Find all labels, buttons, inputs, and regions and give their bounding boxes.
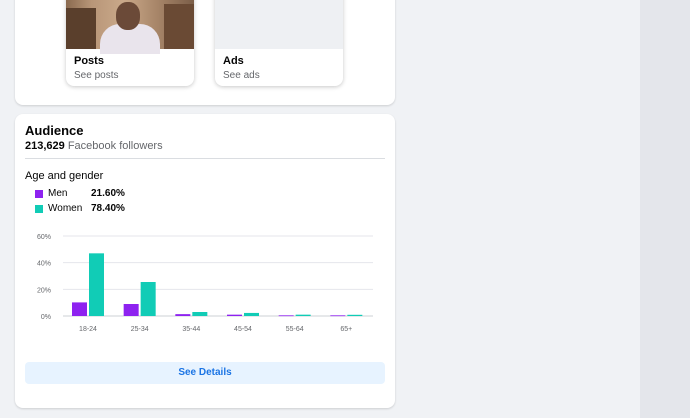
window-background-strip (640, 0, 690, 418)
x-tick-label: 35-44 (182, 326, 200, 333)
bar-men-65+[interactable] (330, 315, 346, 317)
bar-women-25-34[interactable] (140, 282, 156, 316)
bar-men-25-34[interactable] (123, 304, 139, 316)
followers-count: 213,629 (25, 140, 65, 152)
x-tick-label: 45-54 (234, 326, 252, 333)
y-tick-label: 40% (37, 261, 51, 268)
ads-tile-title: Ads (223, 55, 244, 67)
content-types-card: Posts See posts Ads See ads (15, 0, 395, 105)
x-tick-label: 18-24 (79, 326, 97, 333)
bar-women-35-44[interactable] (192, 312, 208, 316)
legend-women-percent: 78.40% (91, 203, 125, 214)
age-gender-title: Age and gender (25, 170, 104, 182)
audience-title: Audience (25, 123, 84, 138)
y-tick-label: 60% (37, 234, 51, 241)
y-tick-label: 20% (37, 287, 51, 294)
bar-women-65+[interactable] (347, 314, 363, 316)
legend-women-swatch (35, 205, 43, 213)
followers-summary: 213,629 Facebook followers (25, 140, 163, 152)
bar-men-55-64[interactable] (278, 315, 294, 317)
bar-men-35-44[interactable] (175, 314, 191, 316)
x-tick-label: 65+ (340, 326, 352, 333)
divider (25, 158, 385, 159)
legend-men-swatch (35, 190, 43, 198)
ads-tile[interactable]: Ads See ads (215, 0, 343, 86)
legend-men-percent: 21.60% (91, 188, 125, 199)
bar-men-18-24[interactable] (72, 302, 87, 316)
see-details-button[interactable]: See Details (25, 362, 385, 384)
age-gender-chart: 0% 20% 40% 60% 18-24 25-34 35-44 45-54 55-64 65+ (37, 234, 373, 333)
legend-women-label: Women (48, 203, 83, 214)
y-tick-label: 0% (41, 314, 51, 321)
ads-thumbnail (215, 0, 343, 49)
x-tick-label: 55-64 (286, 326, 304, 333)
bar-men-45-54[interactable] (227, 314, 242, 316)
posts-tile-subtitle: See posts (74, 70, 119, 81)
bar-women-45-54[interactable] (244, 312, 259, 316)
ads-tile-subtitle: See ads (223, 70, 260, 81)
posts-tile[interactable]: Posts See posts (66, 0, 194, 86)
audience-card: Audience 213,629 Facebook followers Age … (15, 114, 395, 408)
bar-women-18-24[interactable] (89, 253, 104, 316)
legend-men-label: Men (48, 188, 68, 199)
bar-women-55-64[interactable] (295, 314, 311, 316)
x-tick-label: 25-34 (131, 326, 149, 333)
posts-thumbnail (66, 0, 194, 54)
followers-label: Facebook followers (67, 140, 163, 152)
posts-tile-title: Posts (74, 55, 104, 67)
